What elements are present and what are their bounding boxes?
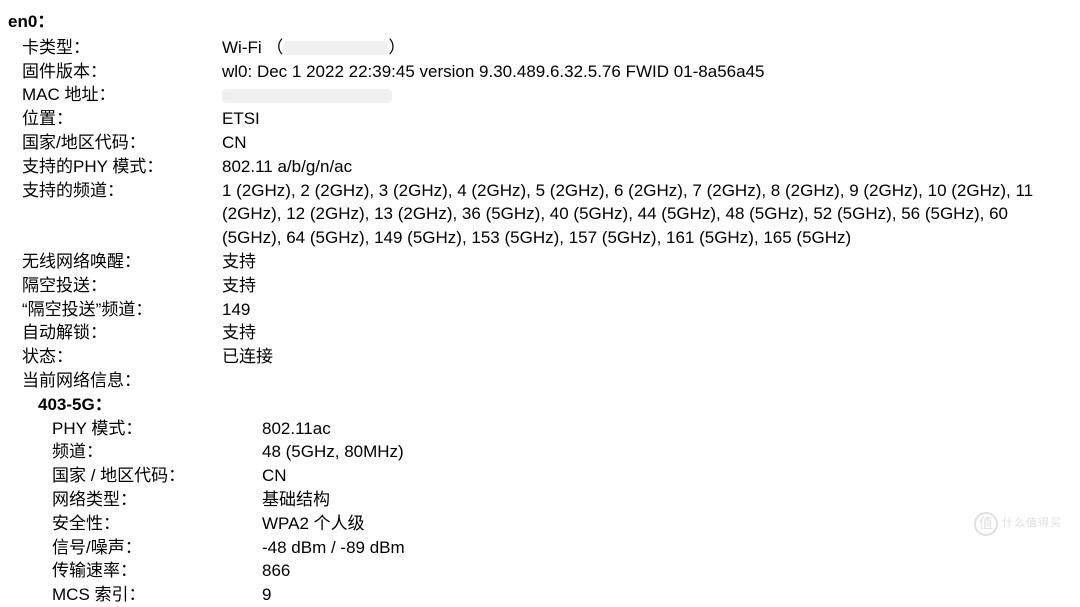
row-net-phy: PHY 模式： 802.11ac (52, 417, 1072, 441)
value-auto-unlock: 支持 (222, 321, 1072, 345)
row-airdrop-channel: “隔空投送”频道： 149 (22, 298, 1072, 322)
row-auto-unlock: 自动解锁： 支持 (22, 321, 1072, 345)
row-phy-modes: 支持的PHY 模式： 802.11 a/b/g/n/ac (22, 155, 1072, 179)
card-type-suffix: ） (388, 38, 405, 57)
row-channels: 支持的频道： 1 (2GHz), 2 (2GHz), 3 (2GHz), 4 (… (22, 179, 1072, 250)
value-phy-modes: 802.11 a/b/g/n/ac (222, 155, 1072, 179)
label-airdrop: 隔空投送： (22, 274, 222, 298)
label-country: 国家/地区代码： (22, 131, 222, 155)
row-card-type: 卡类型： Wi-Fi （ ） (22, 36, 1072, 60)
current-network-header: 当前网络信息： (22, 369, 141, 393)
label-net-security: 安全性： (52, 512, 262, 536)
row-net-snr: 信号/噪声： -48 dBm / -89 dBm (52, 536, 1072, 560)
value-net-tx-rate: 866 (262, 559, 1072, 583)
watermark-icon: 值 (974, 512, 998, 536)
label-status: 状态： (22, 345, 222, 369)
label-auto-unlock: 自动解锁： (22, 321, 222, 345)
row-airdrop: 隔空投送： 支持 (22, 274, 1072, 298)
watermark: 值 什么值得买 (974, 512, 1062, 536)
row-net-type: 网络类型： 基础结构 (52, 488, 1072, 512)
label-net-snr: 信号/噪声： (52, 536, 262, 560)
label-phy-modes: 支持的PHY 模式： (22, 155, 222, 179)
row-location: 位置： ETSI (22, 107, 1072, 131)
row-network-name: 403-5G： (38, 393, 1072, 417)
value-card-type: Wi-Fi （ ） (222, 36, 1072, 60)
row-status: 状态： 已连接 (22, 345, 1072, 369)
redacted-card-type (283, 41, 388, 55)
value-airdrop-channel: 149 (222, 298, 1072, 322)
label-net-channel: 频道： (52, 440, 262, 464)
value-net-snr: -48 dBm / -89 dBm (262, 536, 1072, 560)
value-net-phy: 802.11ac (262, 417, 1072, 441)
row-country: 国家/地区代码： CN (22, 131, 1072, 155)
interface-name: en0： (8, 10, 1072, 34)
label-net-mcs: MCS 索引： (52, 583, 262, 607)
label-net-type: 网络类型： (52, 488, 262, 512)
label-channels: 支持的频道： (22, 179, 222, 203)
row-net-security: 安全性： WPA2 个人级 (52, 512, 1072, 536)
label-mac: MAC 地址： (22, 83, 222, 107)
value-net-country: CN (262, 464, 1072, 488)
value-country: CN (222, 131, 1072, 155)
value-wake: 支持 (222, 250, 1072, 274)
row-net-tx-rate: 传输速率： 866 (52, 559, 1072, 583)
row-mac: MAC 地址： (22, 83, 1072, 107)
redacted-mac (222, 89, 392, 103)
row-firmware: 固件版本： wl0: Dec 1 2022 22:39:45 version 9… (22, 60, 1072, 84)
value-airdrop: 支持 (222, 274, 1072, 298)
value-firmware: wl0: Dec 1 2022 22:39:45 version 9.30.48… (222, 60, 1072, 84)
label-wake: 无线网络唤醒： (22, 250, 222, 274)
label-card-type: 卡类型： (22, 36, 222, 60)
label-net-phy: PHY 模式： (52, 417, 262, 441)
label-location: 位置： (22, 107, 222, 131)
row-net-country: 国家 / 地区代码： CN (52, 464, 1072, 488)
label-net-tx-rate: 传输速率： (52, 559, 262, 583)
value-status: 已连接 (222, 345, 1072, 369)
label-airdrop-channel: “隔空投送”频道： (22, 298, 222, 322)
row-net-channel: 频道： 48 (5GHz, 80MHz) (52, 440, 1072, 464)
label-net-country: 国家 / 地区代码： (52, 464, 262, 488)
card-type-prefix: Wi-Fi （ (222, 38, 283, 57)
row-wake: 无线网络唤醒： 支持 (22, 250, 1072, 274)
row-current-network-header: 当前网络信息： (22, 369, 1072, 393)
value-mac (222, 83, 1072, 107)
row-net-mcs: MCS 索引： 9 (52, 583, 1072, 607)
value-net-security: WPA2 个人级 (262, 512, 1072, 536)
value-channels: 1 (2GHz), 2 (2GHz), 3 (2GHz), 4 (2GHz), … (222, 179, 1072, 250)
value-location: ETSI (222, 107, 1072, 131)
value-net-channel: 48 (5GHz, 80MHz) (262, 440, 1072, 464)
label-firmware: 固件版本： (22, 60, 222, 84)
network-name: 403-5G： (38, 393, 112, 417)
watermark-text: 什么值得买 (1002, 516, 1062, 531)
value-net-type: 基础结构 (262, 488, 1072, 512)
value-net-mcs: 9 (262, 583, 1072, 607)
